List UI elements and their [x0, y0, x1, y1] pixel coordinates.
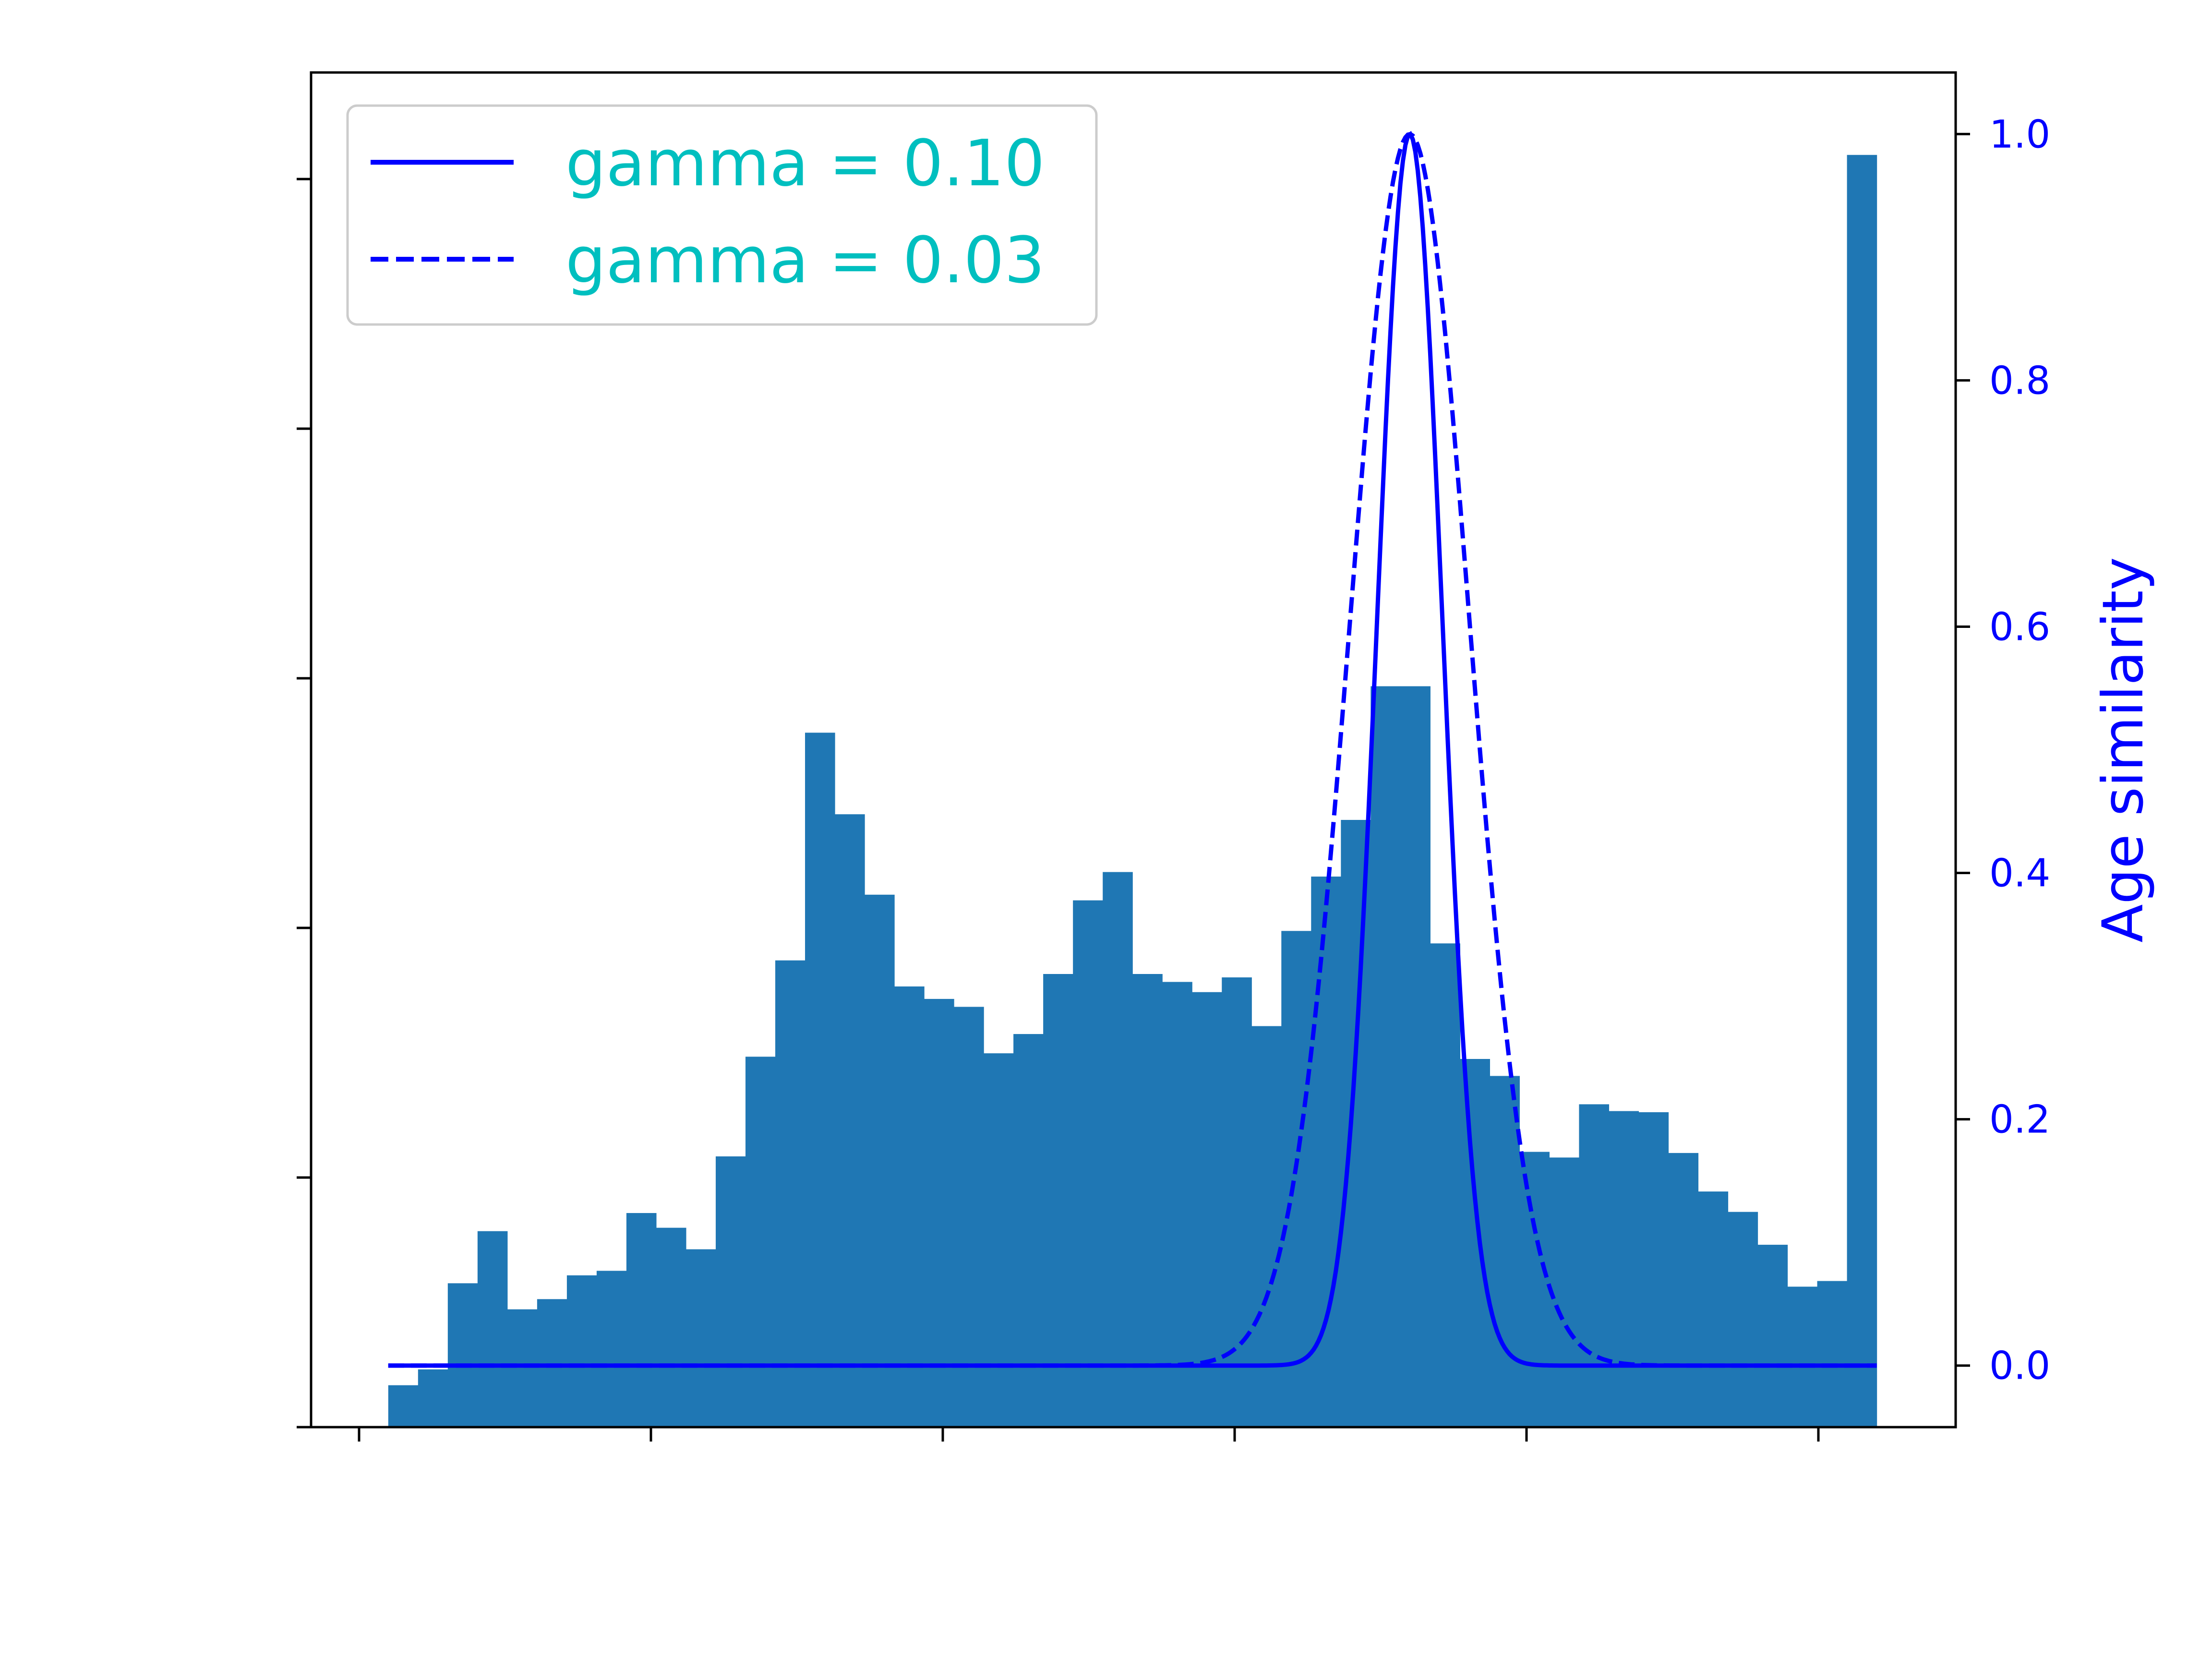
right-y-tick-label: 0.8 — [1989, 358, 2050, 403]
histogram-bar — [1132, 974, 1163, 1427]
right-y-tick-label: 1.0 — [1989, 112, 2050, 156]
histogram-bar — [596, 1271, 627, 1427]
histogram-bar — [1638, 1112, 1669, 1427]
histogram-bar — [1757, 1245, 1788, 1427]
histogram-bar — [447, 1283, 478, 1427]
histogram-bar — [1162, 982, 1192, 1427]
histogram-bar — [1460, 1059, 1490, 1427]
x-axis-ticks — [358, 1427, 1820, 1442]
left-y-axis-ticks — [297, 178, 311, 1429]
histogram-bar — [1370, 686, 1401, 1427]
histogram-bar — [1103, 872, 1133, 1427]
histogram-bar — [924, 998, 954, 1427]
histogram-bar — [626, 1213, 657, 1427]
histogram-bar — [1490, 1076, 1520, 1427]
histogram-bar — [1847, 155, 1877, 1428]
histogram-bar — [1222, 977, 1252, 1427]
histogram-bar — [805, 733, 835, 1427]
histogram-bar — [1073, 900, 1103, 1427]
histogram-bar — [1787, 1286, 1818, 1427]
histogram-bar — [1341, 820, 1371, 1427]
histogram-bar — [1251, 1026, 1282, 1427]
legend: gamma = 0.10 gamma = 0.03 — [346, 104, 1098, 326]
histogram-bar — [745, 1057, 776, 1427]
histogram-bars — [388, 155, 1877, 1428]
histogram-bar — [477, 1231, 508, 1427]
histogram-bar — [656, 1227, 686, 1427]
histogram-bar — [894, 986, 925, 1427]
legend-label-gamma-010: gamma = 0.10 — [565, 127, 1045, 201]
right-y-tick-label: 0.4 — [1989, 851, 2050, 896]
histogram-bar — [1400, 686, 1431, 1427]
histogram-bar — [1192, 992, 1222, 1427]
histogram-bar — [507, 1309, 538, 1427]
plot-frame — [310, 71, 1957, 1429]
histogram-bar — [537, 1299, 567, 1427]
histogram-bar — [1579, 1104, 1610, 1427]
histogram-bar — [1043, 974, 1073, 1427]
histogram-bar — [685, 1249, 716, 1427]
right-y-tick-label: 0.0 — [1989, 1344, 2050, 1388]
histogram-bar — [1519, 1152, 1550, 1427]
histogram-bar — [984, 1053, 1014, 1427]
histogram-bar — [865, 894, 895, 1427]
similarity-curve-gamma-003 — [388, 132, 1877, 1368]
similarity-curves — [388, 131, 1877, 1368]
histogram-bar — [1013, 1034, 1044, 1427]
histogram-bar — [1430, 943, 1460, 1427]
histogram-bar — [1609, 1111, 1639, 1427]
histogram-bar — [1698, 1191, 1729, 1427]
histogram-bar — [1668, 1153, 1699, 1427]
legend-box — [346, 104, 1098, 326]
right-y-axis-ticks: 0.0 0.2 0.4 0.6 0.8 1.0 — [1956, 112, 2050, 1388]
right-y-tick-label: 0.6 — [1989, 604, 2050, 649]
right-y-axis-title: Age similarity — [2090, 557, 2156, 942]
histogram-bar — [566, 1275, 597, 1427]
histogram-bar — [954, 1007, 984, 1427]
histogram-bar — [1817, 1281, 1848, 1427]
right-y-tick-label: 0.2 — [1989, 1097, 2050, 1142]
histogram-bar — [835, 814, 865, 1427]
histogram-bar — [715, 1156, 746, 1427]
histogram-bar — [775, 960, 805, 1427]
histogram-bar — [1728, 1212, 1758, 1427]
legend-label-gamma-003: gamma = 0.03 — [565, 224, 1045, 298]
histogram-bar — [418, 1369, 448, 1427]
histogram-bar — [1549, 1157, 1580, 1427]
histogram-bar — [1281, 931, 1311, 1427]
histogram-bar — [388, 1385, 419, 1427]
histogram-bar — [1311, 877, 1341, 1427]
